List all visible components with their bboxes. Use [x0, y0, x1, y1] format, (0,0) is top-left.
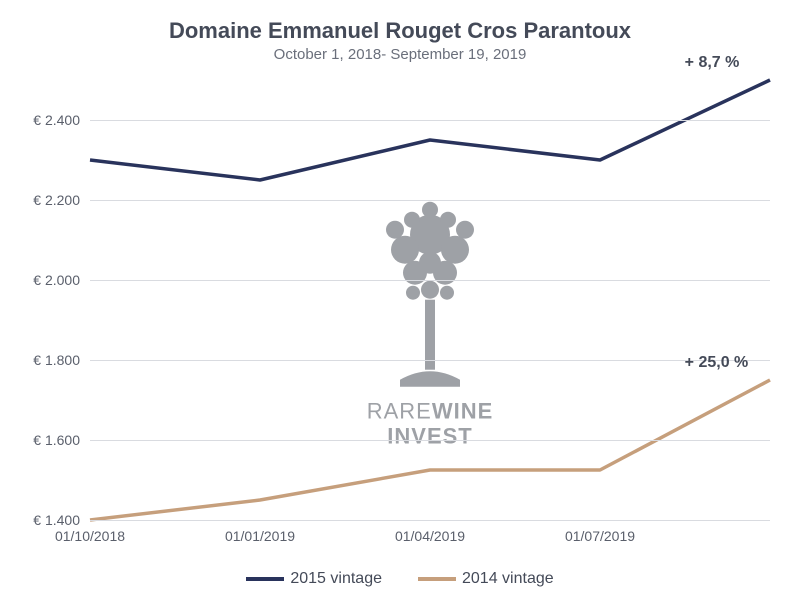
gridline [90, 200, 770, 201]
chart-title: Domaine Emmanuel Rouget Cros Parantoux [0, 0, 800, 44]
plot-area: RAREWINE INVEST € 1.400€ 1.600€ 1.800€ 2… [90, 80, 770, 520]
y-axis-label: € 1.600 [33, 432, 90, 448]
legend-swatch [418, 577, 456, 581]
series-annotation: + 25,0 % [685, 354, 749, 372]
chart-container: Domaine Emmanuel Rouget Cros Parantoux O… [0, 0, 800, 600]
y-axis-label: € 1.800 [33, 352, 90, 368]
legend-item: 2015 vintage [246, 570, 382, 588]
y-axis-label: € 2.400 [33, 112, 90, 128]
gridline [90, 360, 770, 361]
gridline [90, 280, 770, 281]
chart-lines [90, 80, 770, 520]
gridline [90, 120, 770, 121]
x-axis-label: 01/10/2018 [55, 520, 125, 544]
chart-subtitle: October 1, 2018- September 19, 2019 [0, 46, 800, 63]
legend: 2015 vintage 2014 vintage [0, 568, 800, 588]
x-axis-label: 01/04/2019 [395, 520, 465, 544]
legend-label: 2015 vintage [290, 570, 382, 588]
y-axis-label: € 2.200 [33, 192, 90, 208]
series-annotation: + 8,7 % [685, 54, 740, 72]
x-axis-label: 01/07/2019 [565, 520, 635, 544]
y-axis-label: € 2.000 [33, 272, 90, 288]
series-line [90, 80, 770, 180]
gridline [90, 440, 770, 441]
series-line [90, 380, 770, 520]
legend-item: 2014 vintage [418, 570, 554, 588]
legend-label: 2014 vintage [462, 570, 554, 588]
legend-swatch [246, 577, 284, 581]
x-axis-label: 01/01/2019 [225, 520, 295, 544]
